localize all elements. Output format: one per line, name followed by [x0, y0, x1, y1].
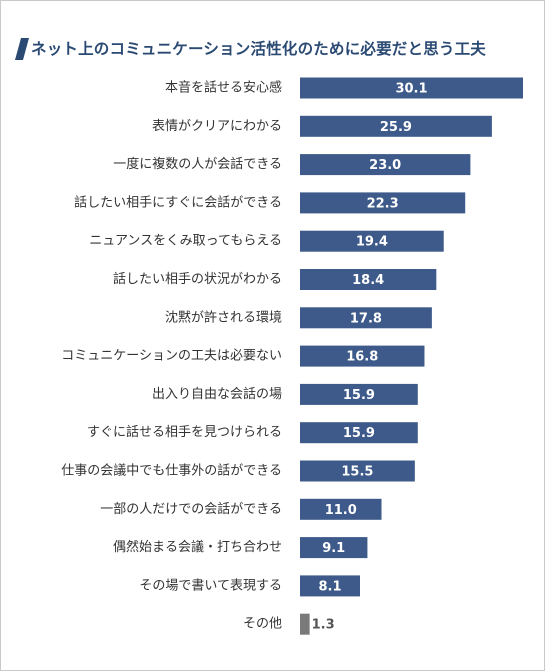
bar	[300, 575, 361, 597]
category-label: 出入り自由な会話の場	[152, 386, 282, 402]
bar	[300, 383, 418, 405]
value-label: 8.1	[318, 579, 341, 594]
category-label: 話したい相手の状況がわかる	[113, 271, 282, 287]
category-label: 一度に複数の人が会話できる	[113, 156, 282, 172]
category-label: 沈黙が許される環境	[165, 310, 282, 325]
value-label: 22.3	[367, 196, 399, 211]
value-label: 15.9	[343, 388, 375, 403]
bar	[300, 115, 492, 137]
bar	[300, 422, 418, 444]
title-accent-icon	[15, 38, 29, 60]
category-label: 本音を話せる安心感	[165, 80, 282, 96]
bar	[300, 345, 425, 367]
category-label: 一部の人だけでの会話ができる	[100, 501, 282, 517]
value-label: 16.8	[346, 350, 378, 365]
value-label: 15.5	[341, 465, 373, 480]
bar	[300, 230, 444, 252]
bar	[300, 77, 523, 99]
category-label: その場で書いて表現する	[139, 578, 282, 593]
category-label: 表情がクリアにわかる	[152, 119, 282, 134]
value-label: 18.4	[352, 273, 384, 288]
bar	[300, 192, 466, 214]
category-label: すぐに話せる相手を見つけられる	[87, 424, 282, 440]
category-label: ニュアンスをくみ取ってもらえる	[89, 234, 282, 249]
category-label: その他	[243, 617, 282, 632]
category-label: コミュニケーションの工夫は必要ない	[61, 349, 282, 364]
bar	[300, 498, 382, 520]
value-label: 15.9	[343, 426, 375, 441]
bar	[300, 613, 310, 635]
bar	[300, 537, 368, 559]
bar	[300, 307, 432, 329]
value-label: 23.0	[369, 158, 401, 173]
bar	[300, 154, 471, 176]
category-label: 偶然始まる会議・打ち合わせ	[113, 539, 282, 555]
value-label: 9.1	[322, 541, 345, 556]
value-label: 30.1	[395, 82, 427, 97]
bar	[300, 269, 437, 290]
category-label: 話したい相手にすぐに会話ができる	[74, 194, 282, 210]
category-label: 仕事の会議中でも仕事外の話ができる	[61, 463, 282, 479]
value-label: 19.4	[356, 235, 388, 250]
value-label: 11.0	[325, 503, 357, 518]
value-label: 17.8	[350, 311, 382, 326]
chart-title: ネット上のコミュニケーション活性化のために必要だと思う工夫	[31, 40, 486, 58]
value-label: 1.3	[312, 618, 335, 633]
bar	[300, 460, 415, 482]
value-label: 25.9	[380, 120, 412, 135]
